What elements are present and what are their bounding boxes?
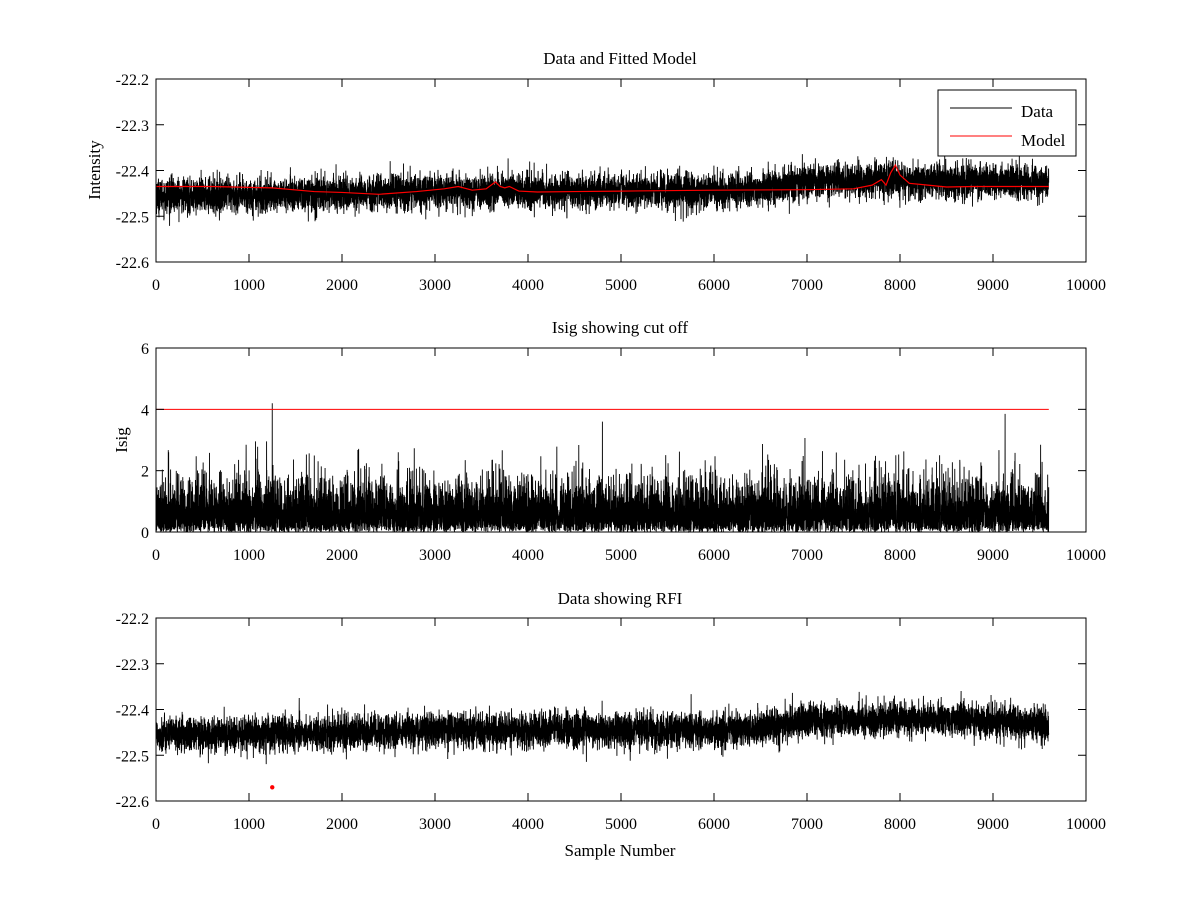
chart-title: Data and Fitted Model <box>543 49 697 68</box>
series-line-data <box>155 154 1050 226</box>
legend-entry-data: Data <box>1021 102 1054 121</box>
x-tick-label: 9000 <box>977 547 1009 564</box>
panel-data-showing-rfi: Data showing RFI Sample Number 0 1000 2000… <box>116 589 1106 860</box>
y-tick-label: -22.5 <box>116 209 149 226</box>
x-tick-label: 7000 <box>791 816 823 833</box>
x-tick-label: 6000 <box>698 277 730 294</box>
x-tick-label: 5000 <box>605 277 637 294</box>
x-tick-label: 3000 <box>419 816 451 833</box>
x-tick-label: 0 <box>152 547 160 564</box>
legend: Data Model <box>937 89 1077 157</box>
x-tick-label: 5000 <box>605 547 637 564</box>
y-axis-label: Isig <box>112 427 131 453</box>
chart-title: Data showing RFI <box>558 589 683 608</box>
x-tick-label: 7000 <box>791 547 823 564</box>
plot-area <box>155 690 1050 790</box>
y-tick-label: -22.4 <box>116 703 149 720</box>
x-tick-label: 9000 <box>977 816 1009 833</box>
x-tick-label: 8000 <box>884 277 916 294</box>
x-tick-label: 1000 <box>233 816 265 833</box>
x-tick-label: 10000 <box>1066 277 1106 294</box>
x-tick-label: 6000 <box>698 547 730 564</box>
y-tick-label: -22.5 <box>116 748 149 765</box>
plot-area <box>155 403 1050 534</box>
series-line-series-0 <box>155 690 1050 765</box>
x-tick-label: 0 <box>152 277 160 294</box>
panel-data-and-fitted-model: Data and Fitted Model Intensity Data Mod… <box>85 49 1106 294</box>
y-tick-label: 4 <box>141 402 149 419</box>
x-tick-label: 3000 <box>419 277 451 294</box>
y-tick-label: 0 <box>141 525 149 542</box>
series-line-model <box>156 163 1049 195</box>
x-tick-label: 4000 <box>512 816 544 833</box>
x-tick-label: 10000 <box>1066 547 1106 564</box>
x-tick-label: 2000 <box>326 816 358 833</box>
x-tick-label: 8000 <box>884 547 916 564</box>
y-tick-label: 2 <box>141 464 149 481</box>
y-tick-label: -22.2 <box>116 611 149 628</box>
x-tick-label: 7000 <box>791 277 823 294</box>
y-tick-label: -22.6 <box>116 794 149 811</box>
x-tick-label: 6000 <box>698 816 730 833</box>
legend-entry-model: Model <box>1021 131 1066 150</box>
x-axis-label: Sample Number <box>565 841 676 860</box>
x-tick-label: 2000 <box>326 547 358 564</box>
x-tick-label: 10000 <box>1066 816 1106 833</box>
x-tick-label: 4000 <box>512 547 544 564</box>
x-tick-label: 2000 <box>326 277 358 294</box>
y-tick-label: -22.6 <box>116 255 149 272</box>
plot-area <box>155 154 1050 226</box>
y-axis-label: Intensity <box>85 140 104 200</box>
legend-box <box>937 89 1077 157</box>
y-tick-label: -22.3 <box>116 657 149 674</box>
x-tick-label: 9000 <box>977 277 1009 294</box>
y-tick-label: 6 <box>141 341 149 358</box>
x-tick-label: 8000 <box>884 816 916 833</box>
x-tick-label: 0 <box>152 816 160 833</box>
x-tick-label: 3000 <box>419 547 451 564</box>
x-tick-label: 5000 <box>605 816 637 833</box>
x-tick-label: 1000 <box>233 277 265 294</box>
y-tick-label: -22.3 <box>116 118 149 135</box>
flagged-point <box>270 785 275 790</box>
y-tick-label: -22.2 <box>116 72 149 89</box>
chart-title: Isig showing cut off <box>552 318 688 337</box>
series-line-series-0 <box>155 403 1050 534</box>
x-tick-label: 1000 <box>233 547 265 564</box>
x-tick-label: 4000 <box>512 277 544 294</box>
y-tick-label: -22.4 <box>116 164 149 181</box>
panel-isig-showing-cut-off: Isig showing cut off Isig 0 1000 2000 3000 4… <box>112 318 1106 564</box>
